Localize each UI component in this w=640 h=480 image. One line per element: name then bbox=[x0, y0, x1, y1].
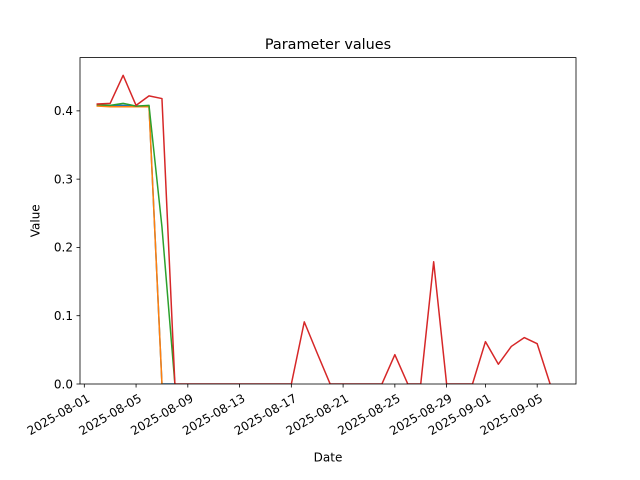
series-line-4 bbox=[96, 74, 551, 384]
y-tick-label: 0.2 bbox=[54, 241, 73, 255]
y-axis: 0.0 0.1 0.2 0.3 0.4 bbox=[54, 104, 80, 391]
series-line-2 bbox=[96, 105, 163, 384]
y-tick-label: 0.4 bbox=[54, 104, 73, 118]
y-tick-label: 0.0 bbox=[54, 377, 73, 391]
y-tick-label: 0.1 bbox=[54, 309, 73, 323]
chart-title: Parameter values bbox=[265, 37, 391, 53]
y-axis-label: Value bbox=[29, 204, 43, 237]
plot-frame bbox=[79, 57, 577, 385]
series-layer bbox=[96, 74, 551, 384]
y-tick-label: 0.3 bbox=[54, 172, 73, 186]
x-axis-label: Date bbox=[314, 450, 343, 464]
